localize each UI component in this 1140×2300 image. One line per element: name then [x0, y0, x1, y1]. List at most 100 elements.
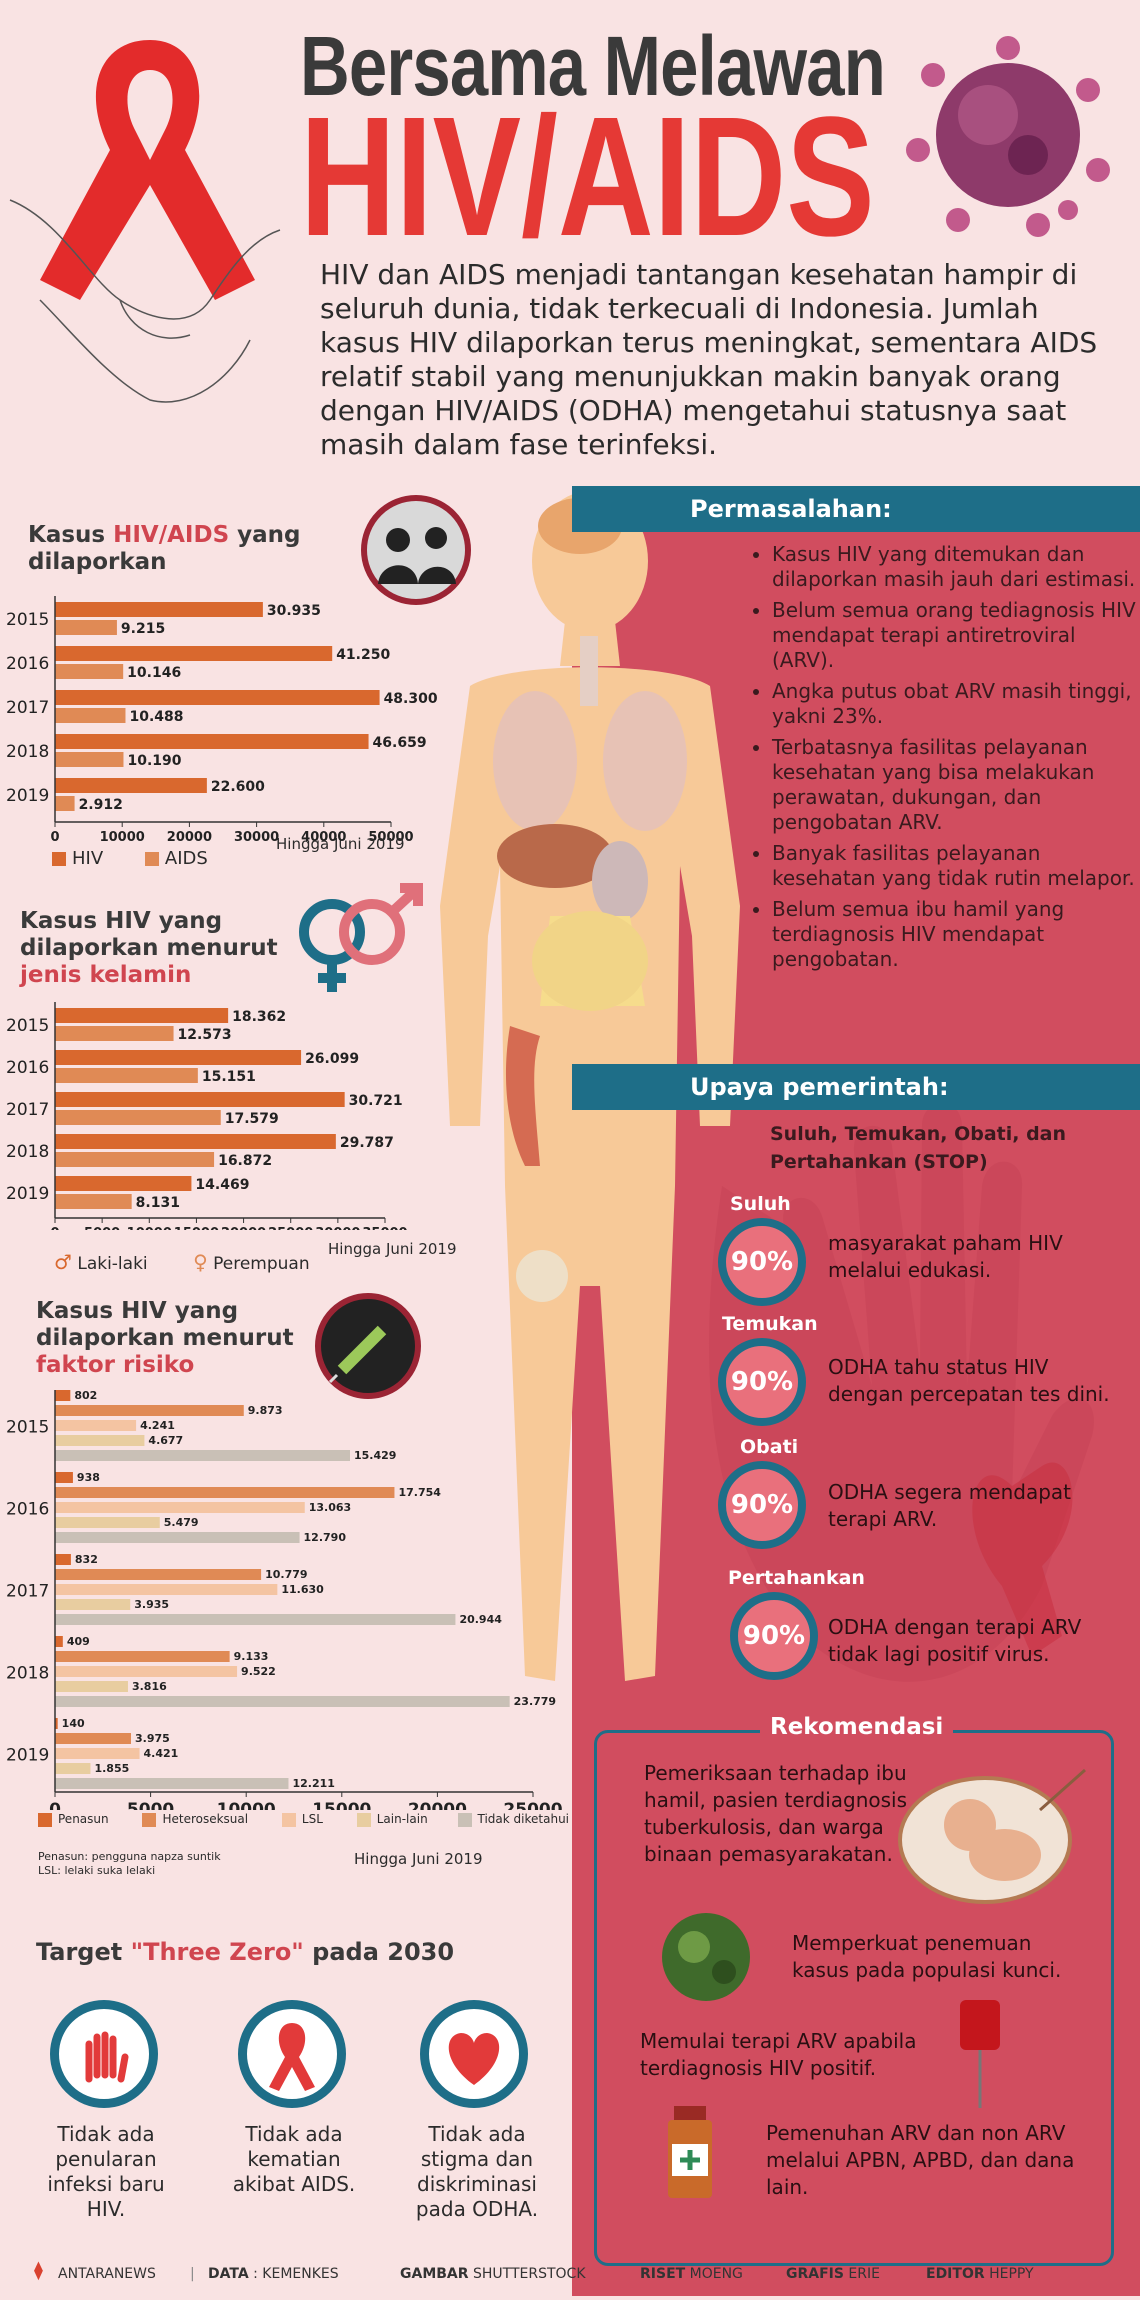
legend-label-tidak: Tidak diketahui: [477, 1812, 570, 1826]
percent-circle: 90%: [718, 1338, 806, 1426]
bar-perempuan: [55, 1068, 198, 1083]
x-tick-label: 30000: [234, 830, 279, 845]
chart-hiv-aids: 2015 30.935 9.215 2016 41.250 10.146 2017 48.30…: [6, 596, 438, 845]
category-label: 2015: [6, 1016, 49, 1036]
stop-label-pertahankan: Pertahankan: [728, 1567, 865, 1589]
three-zero-item: Tidak ada stigma dan diskriminasi pada O…: [415, 2122, 539, 2221]
x-tick-label: 15000: [312, 1800, 371, 1810]
data-label: 10.488: [129, 709, 183, 725]
fetus-illustration: [898, 1768, 1086, 1904]
category-label: 2019: [6, 1184, 49, 1204]
bar-penasun: [55, 1718, 58, 1729]
chart1-title-post: yang: [229, 522, 301, 548]
footer-data: DATA : KEMENKES: [208, 2266, 339, 2282]
gender-symbols-icon: [299, 883, 423, 992]
footer-gambar: GAMBAR SHUTTERSTOCK: [400, 2266, 586, 2282]
list-item: Terbatasnya fasilitas pelayanan kesehata…: [772, 735, 1140, 835]
footer-divider: |: [190, 2266, 195, 2282]
category-label: 2018: [6, 1142, 49, 1162]
chart2-legend: ♂ Laki-laki ♀ Perempuan: [54, 1250, 310, 1274]
data-label: 802: [74, 1390, 97, 1402]
bar-aids: [55, 664, 124, 679]
data-label: 140: [62, 1717, 85, 1730]
medicine-bottle-icon: [668, 2106, 712, 2198]
data-label: 9.522: [241, 1665, 276, 1678]
category-label: 2016: [6, 1500, 49, 1520]
blood-bag-icon: [960, 2000, 1000, 2108]
stop-text-obati: ODHA segera mendapat terapi ARV.: [828, 1480, 1071, 1531]
bar-lain-lain: [55, 1681, 128, 1692]
list-item: Angka putus obat ARV masih tinggi, yakni…: [772, 679, 1140, 729]
rekomendasi-item: Memulai terapi ARV apabila terdiagnosis …: [640, 2029, 917, 2080]
category-label: 2017: [6, 1582, 49, 1602]
data-label: 12.790: [304, 1531, 347, 1544]
data-label: 17.579: [225, 1111, 279, 1127]
data-label: 3.975: [135, 1732, 170, 1745]
chart3-title-line1: Kasus HIV yang: [36, 1298, 239, 1324]
upaya-heading: Upaya pemerintah:: [690, 1073, 949, 1101]
chart2-title-red: jenis kelamin: [20, 962, 192, 988]
footnote-penasun: Penasun: pengguna napza suntik: [38, 1850, 221, 1863]
bar-lain-lain: [55, 1517, 160, 1528]
couple-silhouette-icon: [361, 495, 471, 605]
data-label: 30.935: [267, 603, 321, 619]
category-label: 2017: [6, 1100, 49, 1120]
three-zero-title-red: "Three Zero": [130, 1938, 304, 1966]
footer-riset-label: RISET: [640, 2266, 686, 2282]
data-label: 4.421: [144, 1747, 179, 1760]
data-label: 41.250: [336, 647, 390, 663]
data-label: 23.779: [514, 1695, 556, 1708]
x-tick-label: 25000: [268, 1226, 313, 1230]
category-label: 2016: [6, 1058, 49, 1078]
chart1-title-pre: Kasus: [28, 522, 114, 548]
stop-label-suluh: Suluh: [730, 1193, 791, 1215]
x-tick-label: 10000: [127, 1226, 172, 1230]
x-tick-label: 0: [50, 1226, 59, 1230]
male-person-icon: ♂: [54, 1250, 72, 1274]
footer-gambar-value: SHUTTERSTOCK: [468, 2266, 586, 2282]
bar-perempuan: [55, 1026, 174, 1041]
syringe-icon: [315, 1293, 421, 1399]
stop-hand-icon: [50, 2000, 158, 2108]
antara-logo-icon: ⧫: [34, 2260, 43, 2281]
data-label: 11.630: [281, 1583, 324, 1596]
rekomendasi-heading: Rekomendasi: [760, 1714, 954, 1740]
ribbon-hands-illustration: [9, 40, 281, 403]
x-tick-label: 40000: [301, 830, 346, 845]
rekomendasi-item: Pemeriksaan terhadap ibu hamil, pasien t…: [644, 1761, 908, 1866]
bar-lain-lain: [55, 1599, 131, 1610]
legend-label-perempuan: Perempuan: [213, 1254, 310, 1274]
category-label: 2018: [6, 742, 49, 762]
footer-editor-value: HEPPY: [984, 2266, 1034, 2282]
data-label: 26.099: [305, 1051, 359, 1067]
data-label: 8.131: [136, 1195, 180, 1211]
x-tick-label: 35000: [362, 1226, 407, 1230]
legend-label-hetero: Heteroseksual: [162, 1812, 249, 1826]
legend-swatch-aids: [144, 852, 159, 866]
footer-gambar-label: GAMBAR: [400, 2266, 469, 2282]
chart1-legend: HIV AIDS: [52, 848, 208, 869]
category-label: 2016: [6, 654, 49, 674]
stop-label-temukan: Temukan: [722, 1313, 818, 1335]
chart1-title: Kasus HIV/AIDS yang dilaporkan: [28, 522, 301, 576]
bar-lain-lain: [55, 1763, 91, 1774]
title-line-1: Bersama Melawan: [300, 19, 886, 113]
footer-brand: ANTARANEWS: [58, 2266, 156, 2282]
x-tick-label: 15000: [174, 1226, 219, 1230]
data-label: 15.151: [202, 1069, 256, 1085]
footer: ⧫ ANTARANEWS | DATA : KEMENKES GAMBAR SH…: [0, 2258, 1140, 2296]
footer-data-label: DATA: [208, 2266, 249, 2282]
x-tick-label: 25000: [503, 1800, 562, 1810]
bar-hiv: [55, 734, 369, 749]
bar-tidak-diketahui: [55, 1696, 510, 1707]
permasalahan-heading: Permasalahan:: [690, 495, 892, 523]
three-zero-title-post: pada 2030: [303, 1938, 455, 1966]
data-label: 48.300: [384, 691, 438, 707]
category-label: 2017: [6, 698, 49, 718]
data-label: 3.935: [134, 1598, 169, 1611]
data-label: 17.754: [398, 1486, 441, 1499]
percent-circle: 90%: [718, 1218, 806, 1306]
bar-lsl: [55, 1666, 238, 1677]
bar-lsl: [55, 1502, 305, 1513]
